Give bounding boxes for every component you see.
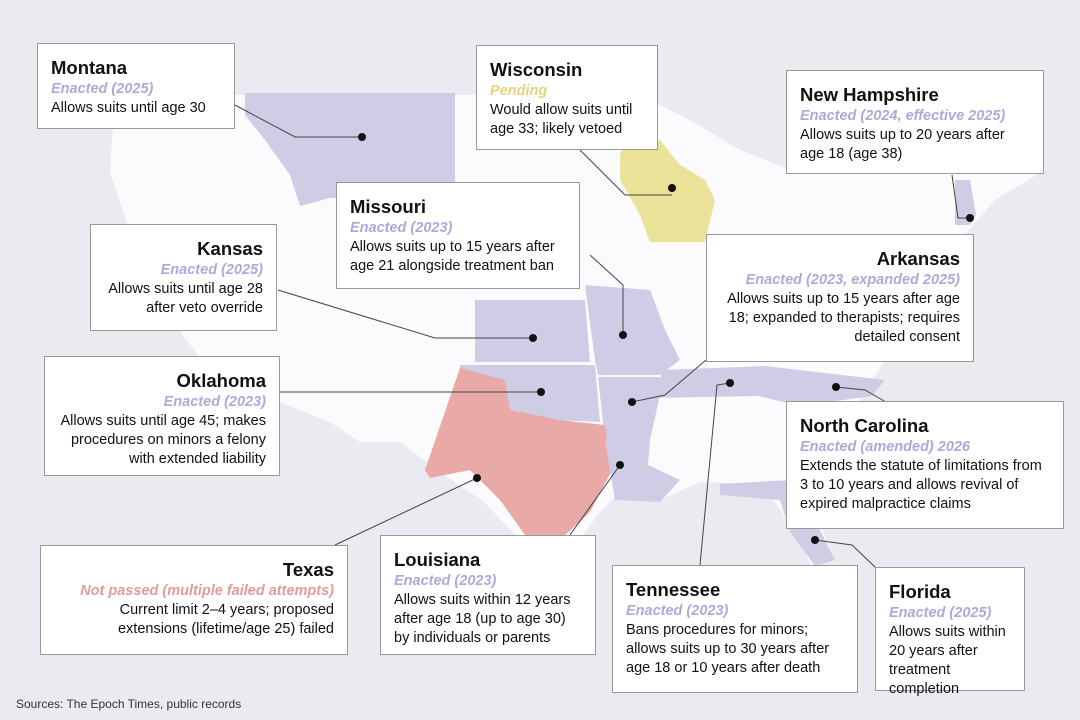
state-name: New Hampshire xyxy=(800,84,939,105)
description: Allows suits up to 15 years after age 21… xyxy=(350,239,555,274)
marker-dot-florida xyxy=(811,536,819,544)
callout-new-hampshire: New Hampshire Enacted (2024, effective 20… xyxy=(786,70,1044,174)
state-name: Florida xyxy=(889,581,951,602)
callout-missouri: Missouri Enacted (2023) Allows suits up to… xyxy=(336,182,580,289)
leader-line-north-carolina xyxy=(835,386,887,403)
callout-north-carolina: North Carolina Enacted (amended) 2026 Exte… xyxy=(786,401,1064,529)
description: Allows suits until age 45; makes procedu… xyxy=(60,413,266,467)
marker-dot-texas xyxy=(473,474,481,482)
marker-dot-missouri xyxy=(619,331,627,339)
state-new-hampshire xyxy=(955,180,976,225)
status-label: Enacted (2025) xyxy=(889,605,992,621)
callout-oklahoma: Oklahoma Enacted (2023) Allows suits until… xyxy=(44,356,280,476)
state-name: Arkansas xyxy=(876,248,960,269)
marker-dot-north-carolina xyxy=(832,383,840,391)
state-missouri xyxy=(585,285,680,375)
state-tennessee xyxy=(650,366,765,398)
status-label: Enacted (2024, effective 2025) xyxy=(800,108,1006,124)
leader-line-florida xyxy=(814,539,877,569)
leader-line-kansas xyxy=(277,289,533,339)
marker-dot-montana xyxy=(358,133,366,141)
status-label: Enacted (2023) xyxy=(394,573,497,589)
leader-line-louisiana xyxy=(569,464,621,536)
leader-line-arkansas xyxy=(631,359,707,403)
state-name: Montana xyxy=(51,57,128,78)
callout-arkansas: Arkansas Enacted (2023, expanded 2025) All… xyxy=(706,234,974,362)
callout-florida: Florida Enacted (2025) Allows suits within… xyxy=(875,567,1025,697)
description: Bans procedures for minors; allows suits… xyxy=(626,622,830,676)
marker-dot-tennessee xyxy=(726,379,734,387)
leader-line-texas xyxy=(334,477,478,546)
callout-kansas: Kansas Enacted (2025) Allows suits until a… xyxy=(90,224,277,331)
callout-louisiana: Louisiana Enacted (2023) Allows suits with… xyxy=(380,535,596,655)
state-name: Missouri xyxy=(350,196,427,217)
status-label: Enacted (2023) xyxy=(626,603,729,619)
marker-dot-wisconsin xyxy=(668,184,676,192)
description: Current limit 2–4 years; proposed extens… xyxy=(117,602,334,637)
state-kansas xyxy=(475,300,590,362)
status-label: Enacted (2023) xyxy=(350,220,453,236)
status-label: Pending xyxy=(490,83,548,99)
state-name: Wisconsin xyxy=(490,59,583,80)
description: Allows suits up to 15 years after age 18… xyxy=(727,291,960,345)
leader-line-tennessee xyxy=(699,382,731,566)
description: Allows suits until age 28 after veto ove… xyxy=(108,281,263,316)
description: Allows suits within 12 years after age 1… xyxy=(394,592,571,646)
state-name: Kansas xyxy=(197,238,263,259)
state-montana xyxy=(245,93,455,206)
marker-dot-kansas xyxy=(529,334,537,342)
status-label: Enacted (amended) 2026 xyxy=(800,439,971,455)
callout-texas: Texas Not passed (multiple failed attempt… xyxy=(40,545,348,655)
state-name: Louisiana xyxy=(394,549,481,570)
status-label: Enacted (2023, expanded 2025) xyxy=(745,272,960,288)
callout-tennessee: Tennessee Enacted (2023) Bans procedures f… xyxy=(612,565,858,693)
state-name: North Carolina xyxy=(800,415,929,436)
state-name: Oklahoma xyxy=(176,370,266,391)
state-louisiana xyxy=(605,440,680,502)
marker-dot-new-hampshire xyxy=(966,214,974,222)
state-north-carolina xyxy=(758,366,885,406)
status-label: Enacted (2025) xyxy=(51,81,154,97)
marker-dot-arkansas xyxy=(628,398,636,406)
sources-note: Sources: The Epoch Times, public records xyxy=(16,697,242,711)
state-wisconsin xyxy=(620,140,715,242)
status-label: Enacted (2025) xyxy=(160,262,263,278)
state-name: Tennessee xyxy=(626,579,721,600)
description: Would allow suits until age 33; likely v… xyxy=(490,102,633,137)
state-texas xyxy=(425,368,612,540)
leader-line-wisconsin xyxy=(579,149,672,196)
description: Allows suits within 20 years after treat… xyxy=(889,624,1006,697)
marker-dot-oklahoma xyxy=(537,388,545,396)
description: Allows suits until age 30 xyxy=(51,100,206,116)
description: Allows suits up to 20 years after age 18… xyxy=(800,127,1005,162)
state-arkansas xyxy=(598,377,660,440)
callout-montana: Montana Enacted (2025) Allows suits until … xyxy=(37,43,235,129)
callout-wisconsin: Wisconsin Pending Would allow suits until … xyxy=(476,45,658,150)
status-label: Not passed (multiple failed attempts) xyxy=(80,583,334,599)
state-name: Texas xyxy=(282,559,334,580)
description: Extends the statute of limitations from … xyxy=(800,458,1042,512)
marker-dot-louisiana xyxy=(616,461,624,469)
leader-line-missouri xyxy=(589,254,624,335)
status-label: Enacted (2023) xyxy=(163,394,266,410)
leader-line-montana xyxy=(234,104,362,138)
